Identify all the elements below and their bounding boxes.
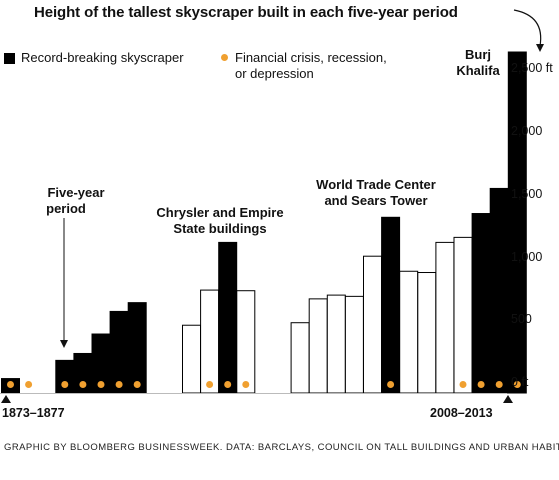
annotation-chrysler-line1: Chrysler and Empire — [156, 205, 284, 220]
x-start-label: 1873–1877 — [2, 406, 65, 420]
y-tick-label: 1,000 — [511, 250, 543, 264]
annotation-burj-line1: Burj — [465, 47, 491, 62]
bar — [182, 324, 201, 394]
bar — [399, 270, 419, 394]
crisis-dot — [25, 381, 33, 388]
bar — [344, 295, 364, 394]
record-bar — [127, 302, 147, 394]
crisis-dot — [7, 381, 14, 388]
record-bar — [109, 310, 129, 394]
crisis-dot — [133, 381, 141, 388]
annotation-chrysler-line2: State buildings — [173, 221, 267, 236]
crisis-dot — [459, 381, 467, 388]
annotation-wtc-line1: World Trade Center — [316, 177, 436, 192]
x-end-label: 2008–2013 — [430, 406, 493, 420]
bar — [435, 241, 455, 394]
annotation-five-year-line1: Five-year — [47, 185, 105, 200]
end-marker-icon — [503, 395, 513, 403]
bar — [417, 272, 437, 394]
crisis-dot — [513, 381, 521, 388]
record-bar — [218, 241, 238, 394]
record-bar — [471, 213, 491, 394]
bars-group — [1, 51, 527, 394]
crisis-dot — [206, 381, 214, 388]
crisis-dot — [242, 381, 250, 388]
five-year-pointer-arrow-icon — [60, 340, 68, 348]
y-tick-label: 2,500 ft — [511, 61, 553, 75]
record-bar — [507, 51, 527, 394]
y-tick-label: 0 ft — [511, 375, 529, 389]
crisis-dot — [97, 381, 105, 388]
crisis-dot — [79, 381, 87, 388]
chart-title: Height of the tallest skyscraper built i… — [34, 4, 458, 21]
annotation-burj-line2: Khalifa — [456, 63, 500, 78]
bar — [308, 298, 328, 394]
crisis-dot — [61, 381, 69, 388]
title-pointer-arrow-icon — [536, 44, 544, 52]
bar — [290, 322, 310, 394]
y-tick-label: 500 — [511, 312, 532, 326]
record-bar — [381, 216, 401, 394]
bar — [453, 236, 473, 394]
title-pointer-line — [513, 9, 542, 47]
start-marker-icon — [1, 395, 11, 403]
legend-crisis-label-line2: or depression — [235, 66, 314, 81]
y-tick-label: 2,000 — [511, 124, 543, 138]
crisis-dot — [495, 381, 503, 388]
legend-record-label: Record-breaking skyscraper — [21, 50, 184, 65]
annotation-wtc-line2: and Sears Tower — [324, 193, 428, 208]
annotation-five-year-line2: period — [46, 201, 86, 216]
record-bar — [55, 359, 75, 394]
source-note: GRAPHIC BY BLOOMBERG BUSINESSWEEK. DATA:… — [4, 442, 559, 453]
y-tick-label: 1,500 — [511, 187, 543, 201]
crisis-dot — [387, 381, 395, 388]
crisis-dot — [224, 381, 232, 388]
crisis-dot — [477, 381, 485, 388]
bar — [200, 289, 220, 394]
legend-record-swatch — [4, 53, 15, 64]
record-bar — [489, 187, 509, 394]
crisis-dot — [115, 381, 123, 388]
bar — [363, 255, 382, 394]
bar — [326, 294, 346, 394]
bar — [236, 290, 256, 394]
legend-crisis-label-line1: Financial crisis, recession, — [235, 50, 387, 65]
legend-crisis-dot — [221, 54, 228, 61]
crisis-dots-group — [7, 381, 521, 388]
